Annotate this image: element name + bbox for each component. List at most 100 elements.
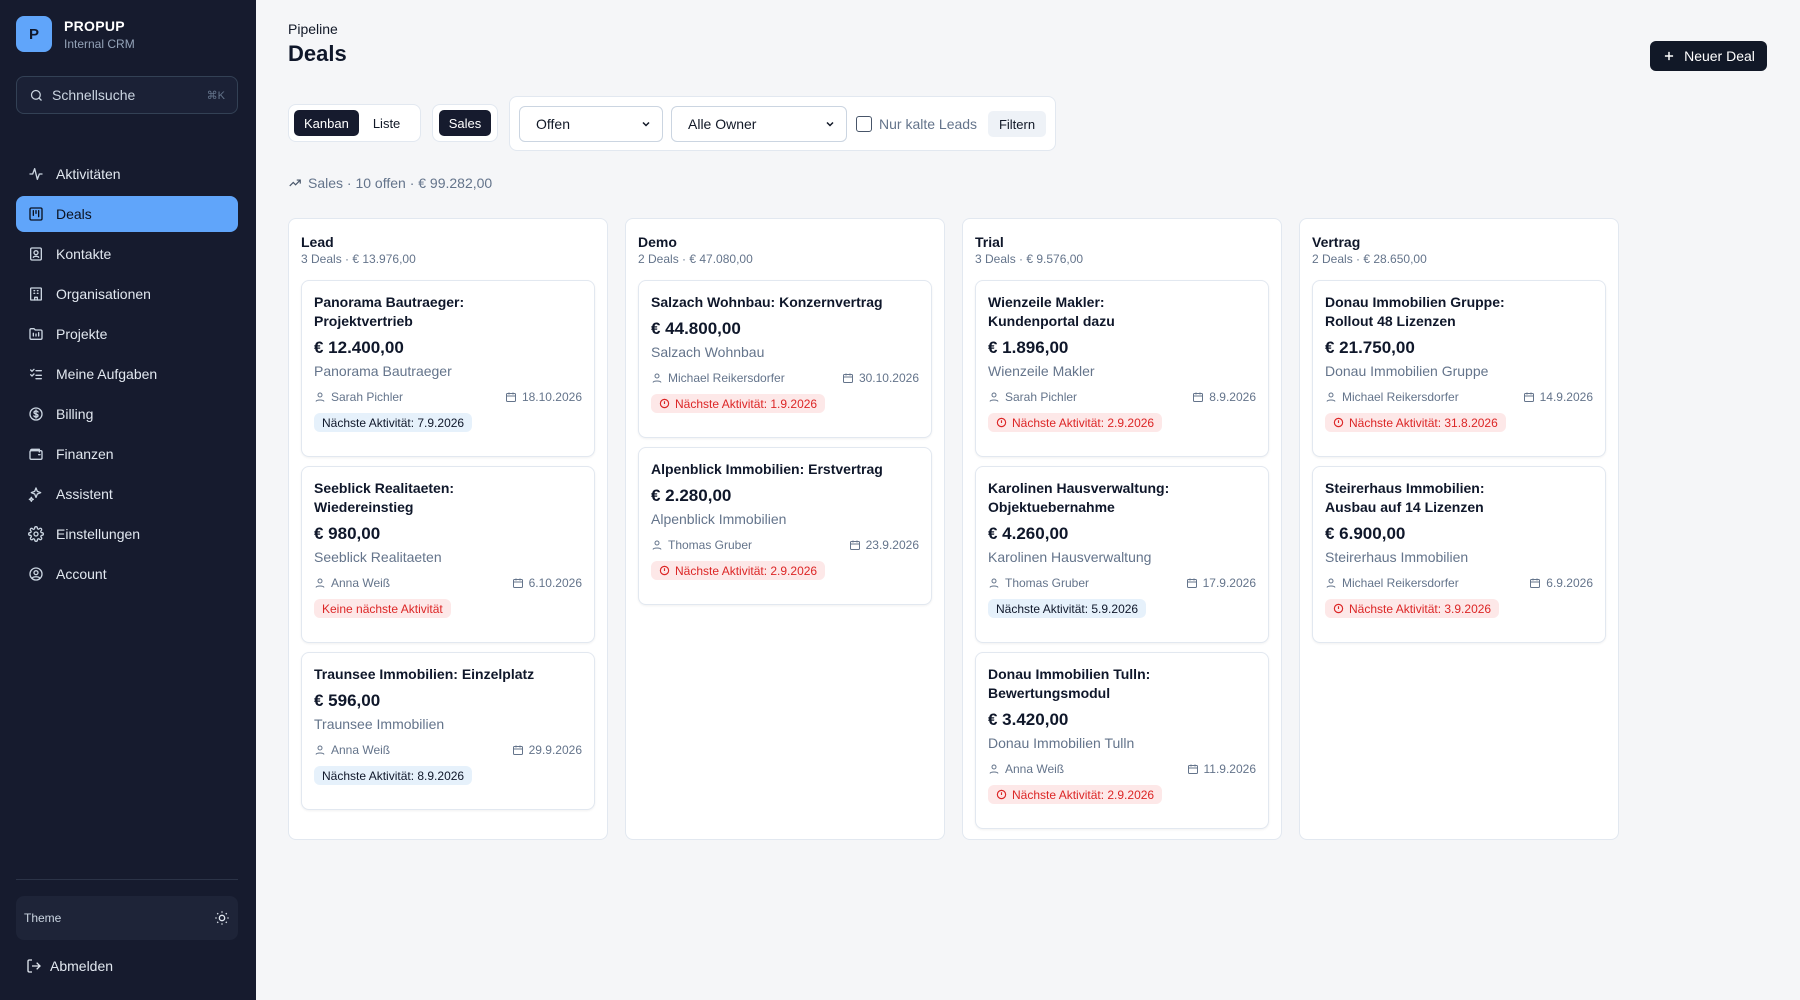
deal-meta: Thomas Gruber 23.9.2026 bbox=[651, 538, 919, 552]
sidebar-item-deals[interactable]: Deals bbox=[16, 196, 238, 232]
next-activity-badge: Nächste Aktivität: 2.9.2026 bbox=[988, 785, 1163, 804]
breadcrumb[interactable]: Pipeline bbox=[288, 21, 338, 37]
close-date: 8.9.2026 bbox=[1209, 390, 1256, 404]
pipeline-column: Demo 2 Deals · € 47.080,00 Salzach Wohnbau… bbox=[625, 218, 945, 840]
sidebar-item-account[interactable]: Account bbox=[16, 556, 238, 592]
sidebar-item-aktivitäten[interactable]: Aktivitäten bbox=[16, 156, 238, 192]
sidebar: P PROPUP Internal CRM Schnellsuche ⌘K Ak… bbox=[0, 0, 256, 1000]
app-logo: P bbox=[16, 16, 52, 52]
user-icon bbox=[315, 578, 325, 588]
deal-value: € 6.900,00 bbox=[1325, 524, 1406, 543]
next-activity-text: Nächste Aktivität: 2.9.2026 bbox=[1012, 787, 1155, 802]
deal-value: € 1.896,00 bbox=[988, 338, 1069, 357]
sidebar-item-finanzen[interactable]: Finanzen bbox=[16, 436, 238, 472]
brand[interactable]: P PROPUP Internal CRM bbox=[16, 16, 135, 52]
deal-title: Panorama Bautraeger: Projektvertrieb bbox=[314, 294, 465, 329]
deal-title: Alpenblick Immobilien: Erstvertrag bbox=[651, 461, 883, 477]
deal-card[interactable]: Alpenblick Immobilien: Erstvertrag € 2.28… bbox=[638, 447, 932, 605]
column-title: Vertrag bbox=[1312, 234, 1361, 250]
sidebar-item-projekte[interactable]: Projekte bbox=[16, 316, 238, 352]
sidebar-item-label: Einstellungen bbox=[56, 526, 141, 542]
deal-organization: Steirerhaus Immobilien bbox=[1325, 549, 1469, 565]
deal-owner: Michael Reikersdorfer bbox=[1325, 390, 1459, 404]
sidebar-item-organisationen[interactable]: Organisationen bbox=[16, 276, 238, 312]
view-kanban-button[interactable]: Kanban bbox=[294, 110, 359, 136]
owner-select[interactable]: Alle Owner bbox=[671, 106, 847, 142]
alert-circle-icon bbox=[1333, 417, 1344, 428]
sidebar-item-label: Meine Aufgaben bbox=[56, 366, 158, 382]
deal-card[interactable]: Karolinen Hausverwaltung: Objektuebernah… bbox=[975, 466, 1269, 643]
deal-meta: Michael Reikersdorfer 30.10.2026 bbox=[651, 371, 919, 385]
deal-close-date: 6.10.2026 bbox=[512, 576, 582, 590]
column-title: Demo bbox=[638, 234, 677, 250]
deal-owner: Thomas Gruber bbox=[651, 538, 752, 552]
next-activity-text: Nächste Aktivität: 7.9.2026 bbox=[322, 415, 465, 430]
sidebar-item-billing[interactable]: Billing bbox=[16, 396, 238, 432]
logout-button[interactable]: Abmelden bbox=[26, 958, 113, 974]
next-activity-text: Nächste Aktivität: 2.9.2026 bbox=[675, 563, 818, 578]
owner-select-value: Alle Owner bbox=[688, 116, 757, 132]
logout-label: Abmelden bbox=[50, 958, 114, 974]
deal-organization: Karolinen Hausverwaltung bbox=[988, 549, 1152, 565]
deal-owner: Sarah Pichler bbox=[988, 390, 1077, 404]
wallet-icon bbox=[29, 448, 43, 460]
close-date: 6.10.2026 bbox=[528, 576, 582, 590]
owner-name: Thomas Gruber bbox=[668, 538, 753, 552]
column-title: Lead bbox=[301, 234, 334, 250]
view-toggle: Kanban Liste bbox=[288, 104, 421, 142]
view-list-button[interactable]: Liste bbox=[372, 115, 401, 131]
alert-circle-icon bbox=[996, 789, 1007, 800]
deal-title: Salzach Wohnbau: Konzernvertrag bbox=[651, 294, 883, 310]
sidebar-nav: Aktivitäten Deals Kontakte Organisationen Pr… bbox=[16, 156, 238, 596]
deal-title: Karolinen Hausverwaltung: Objektuebernah… bbox=[988, 480, 1170, 515]
deal-value: € 2.280,00 bbox=[651, 486, 732, 505]
next-activity-text: Nächste Aktivität: 1.9.2026 bbox=[675, 396, 818, 411]
deal-title: Steirerhaus Immobilien: Ausbau auf 14 Li… bbox=[1325, 480, 1485, 515]
deal-value: € 596,00 bbox=[314, 691, 381, 710]
chevron-down-icon bbox=[826, 121, 834, 127]
pipeline-sales-button[interactable]: Sales bbox=[438, 110, 492, 136]
deal-organization: Wienzeile Makler bbox=[988, 363, 1095, 379]
sidebar-item-assistent[interactable]: Assistent bbox=[16, 476, 238, 512]
sidebar-item-meine-aufgaben[interactable]: Meine Aufgaben bbox=[16, 356, 238, 392]
owner-name: Michael Reikersdorfer bbox=[668, 371, 785, 385]
deal-card[interactable]: Seeblick Realitaeten: Wiedereinstieg € 98… bbox=[301, 466, 595, 643]
deal-card[interactable]: Panorama Bautraeger: Projektvertrieb € 12… bbox=[301, 280, 595, 457]
deal-card[interactable]: Wienzeile Makler: Kundenportal dazu € 1.8… bbox=[975, 280, 1269, 457]
sidebar-item-label: Kontakte bbox=[56, 246, 112, 262]
deal-card[interactable]: Salzach Wohnbau: Konzernvertrag € 44.800,… bbox=[638, 280, 932, 438]
deal-card[interactable]: Donau Immobilien Gruppe: Rollout 48 Lize… bbox=[1312, 280, 1606, 457]
theme-toggle[interactable]: Theme bbox=[16, 896, 238, 940]
billing-icon bbox=[29, 407, 43, 421]
search-input[interactable]: Schnellsuche ⌘K bbox=[16, 76, 238, 114]
deal-owner: Michael Reikersdorfer bbox=[1325, 576, 1459, 590]
deal-close-date: 8.9.2026 bbox=[1192, 390, 1256, 404]
deal-meta: Sarah Pichler 8.9.2026 bbox=[988, 390, 1256, 404]
calendar-icon bbox=[1186, 578, 1197, 588]
deal-card[interactable]: Donau Immobilien Tulln: Bewertungsmodul €… bbox=[975, 652, 1269, 829]
new-deal-button[interactable]: Neuer Deal bbox=[1650, 41, 1767, 71]
cold-leads-label[interactable]: Nur kalte Leads bbox=[879, 116, 978, 132]
sidebar-item-kontakte[interactable]: Kontakte bbox=[16, 236, 238, 272]
column-summary: 2 Deals · € 28.650,00 bbox=[1312, 252, 1427, 266]
pipeline-toggle: Sales bbox=[432, 104, 498, 142]
deal-owner: Michael Reikersdorfer bbox=[651, 371, 785, 385]
deal-owner: Anna Weiß bbox=[314, 576, 390, 590]
next-activity-text: Nächste Aktivität: 8.9.2026 bbox=[322, 768, 465, 783]
pipeline-column: Vertrag 2 Deals · € 28.650,00 Donau Immobi… bbox=[1299, 218, 1619, 840]
pipeline-summary: Sales · 10 offen · € 99.282,00 bbox=[288, 175, 492, 191]
activity-icon bbox=[29, 168, 43, 180]
deal-meta: Sarah Pichler 18.10.2026 bbox=[314, 390, 582, 404]
close-date: 17.9.2026 bbox=[1202, 576, 1256, 590]
user-icon bbox=[315, 745, 325, 755]
calendar-icon bbox=[1193, 392, 1204, 402]
sidebar-item-einstellungen[interactable]: Einstellungen bbox=[16, 516, 238, 552]
deal-card[interactable]: Traunsee Immobilien: Einzelplatz € 596,00… bbox=[301, 652, 595, 810]
status-select[interactable]: Offen bbox=[519, 106, 663, 142]
new-deal-label: Neuer Deal bbox=[1684, 48, 1755, 64]
filter-button[interactable]: Filtern bbox=[988, 111, 1046, 137]
sidebar-item-label: Billing bbox=[56, 406, 94, 422]
cold-leads-checkbox[interactable] bbox=[856, 116, 872, 132]
deal-card[interactable]: Steirerhaus Immobilien: Ausbau auf 14 Li… bbox=[1312, 466, 1606, 643]
user-icon bbox=[315, 392, 325, 402]
